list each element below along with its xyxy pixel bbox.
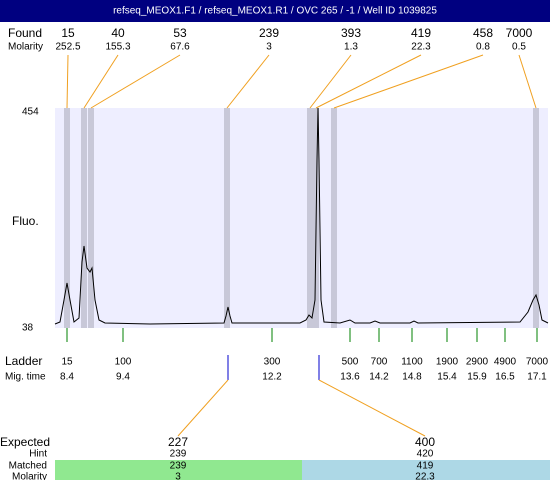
ladder-time: 13.6 [340,372,360,383]
found-connector [518,54,537,109]
peak-band [224,108,230,328]
ladder-time: 15.9 [467,372,487,383]
expected-connector [177,379,229,437]
matched-label: Matched [9,461,47,472]
found-connector [66,54,69,109]
mig-time-label: Mig. time [5,372,46,383]
found-size: 7000 [506,26,533,40]
title-bar [0,0,550,22]
ladder-time: 14.2 [369,372,389,383]
ladder-size: 7000 [526,357,549,368]
peak-band [533,108,539,328]
ladder-size: 2900 [466,357,489,368]
hint-size: 420 [417,449,434,460]
ladder-label: Ladder [5,354,42,368]
matched-size: 419 [417,461,434,472]
y-top-label: 454 [22,107,39,118]
matched-cell [55,460,302,480]
found-molarity: 67.6 [170,42,190,53]
found-size: 40 [111,26,125,40]
ladder-time: 12.2 [262,372,282,383]
found-size: 419 [411,26,431,40]
ladder-time: 15.4 [437,372,457,383]
found-size: 458 [473,26,493,40]
found-connector [83,54,119,109]
found-molarity: 252.5 [55,42,80,53]
matched-molarity: 22.3 [415,472,435,480]
trace [54,107,549,325]
ladder-time: 17.1 [527,372,547,383]
found-connector [309,54,352,109]
found-size: 53 [173,26,187,40]
found-molarity: 22.3 [411,42,431,53]
hint-label: Hint [29,449,47,460]
plot-area [55,108,548,328]
peak-band [307,108,313,328]
expected-connector [318,379,426,437]
peak-band [331,108,337,328]
expected-size: 227 [168,435,188,449]
found-molarity: 1.3 [344,42,358,53]
peak-band [88,108,94,328]
found-size: 15 [61,26,75,40]
found-molarity: 0.5 [512,42,526,53]
found-size: 393 [341,26,361,40]
found-molarity: 0.8 [476,42,490,53]
y-bottom-label: 38 [22,323,34,334]
ladder-size: 500 [342,357,359,368]
found-molarity: 3 [266,42,272,53]
matched-size: 239 [170,461,187,472]
hint-size: 239 [170,449,187,460]
found-connector [226,54,270,109]
found-molarity: 155.3 [105,42,130,53]
found-connector [315,54,422,109]
ladder-size: 100 [115,357,132,368]
ladder-time: 9.4 [116,372,130,383]
expected-molarity-label: Molarity [12,472,47,480]
ladder-size: 700 [371,357,388,368]
found-size: 239 [259,26,279,40]
ladder-size: 15 [61,357,73,368]
found-connector [333,54,484,109]
ladder-size: 300 [264,357,281,368]
y-axis-label: Fluo. [12,214,39,228]
matched-cell [302,460,550,480]
expected-label: Expected [0,435,50,449]
found-label: Found [8,26,42,40]
molarity-label: Molarity [8,42,43,53]
ladder-time: 8.4 [60,372,74,383]
expected-size: 400 [415,435,435,449]
ladder-time: 14.8 [402,372,422,383]
matched-molarity: 3 [175,472,181,480]
peak-band [64,108,70,328]
ladder-size: 1100 [401,357,423,368]
ladder-size: 4900 [494,357,517,368]
ladder-time: 16.5 [495,372,515,383]
ladder-size: 1900 [436,357,459,368]
found-connector [90,54,181,109]
peak-band [81,108,87,328]
title: refseq_MEOX1.F1 / refseq_MEOX1.R1 / OVC … [113,6,437,17]
